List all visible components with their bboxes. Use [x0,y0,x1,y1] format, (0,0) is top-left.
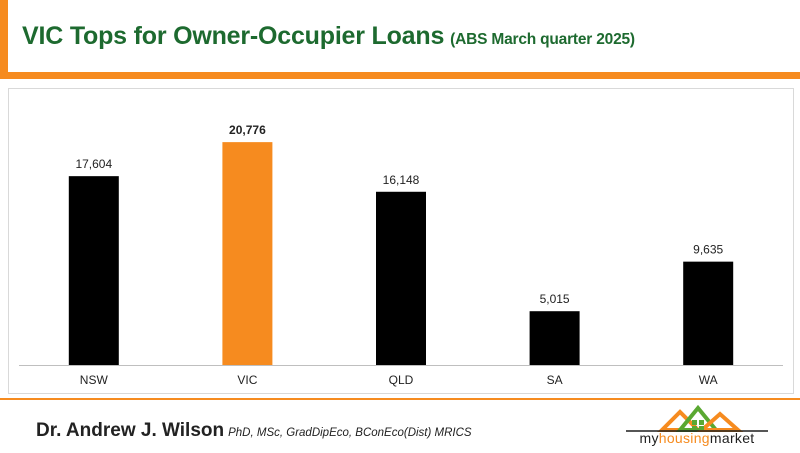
data-label-nsw: 17,604 [75,157,112,171]
x-tick-label-sa: SA [547,373,563,387]
brand-logo: myhousingmarket [622,404,772,448]
data-label-sa: 5,015 [540,292,570,306]
header-accent-bar [0,0,8,78]
bar-wa [683,261,734,365]
data-label-qld: 16,148 [383,173,420,187]
x-tick-label-nsw: NSW [80,373,109,387]
bar-vic [222,142,273,365]
logo-wordmark: myhousingmarket [622,430,772,446]
page-title: VIC Tops for Owner-Occupier Loans (ABS Ma… [22,22,635,51]
data-label-vic: 20,776 [229,123,266,137]
logo-part-housing: housing [658,430,710,446]
x-tick-label-wa: WA [699,373,718,387]
author-credentials: PhD, MSc, GradDipEco, BConEco(Dist) MRIC… [228,427,472,439]
logo-part-my: my [639,430,659,446]
header-divider [0,72,800,79]
subtitle-text: (ABS March quarter 2025) [450,31,635,48]
bar-nsw [68,176,119,365]
data-label-wa: 9,635 [693,243,723,257]
logo-part-market: market [709,430,755,446]
bar-qld [376,191,426,365]
house-roofs-icon [626,404,768,432]
bar-sa [529,311,580,365]
bar-chart: 17,604 NSW 20,776 VIC 16,148 QLD 5,015 SA 9,635 W… [19,123,783,387]
x-tick-label-qld: QLD [389,373,414,387]
author-name: Dr. Andrew J. Wilson [36,420,225,441]
footer-divider [0,398,800,400]
chart-panel: 17,604 NSW 20,776 VIC 16,148 QLD 5,015 SA 9,635 W… [8,88,794,394]
x-tick-label-vic: VIC [237,373,257,387]
author-block: Dr. Andrew J. Wilson PhD, MSc, GradDipEco… [36,420,472,442]
title-text: VIC Tops for Owner-Occupier Loans [22,22,445,50]
